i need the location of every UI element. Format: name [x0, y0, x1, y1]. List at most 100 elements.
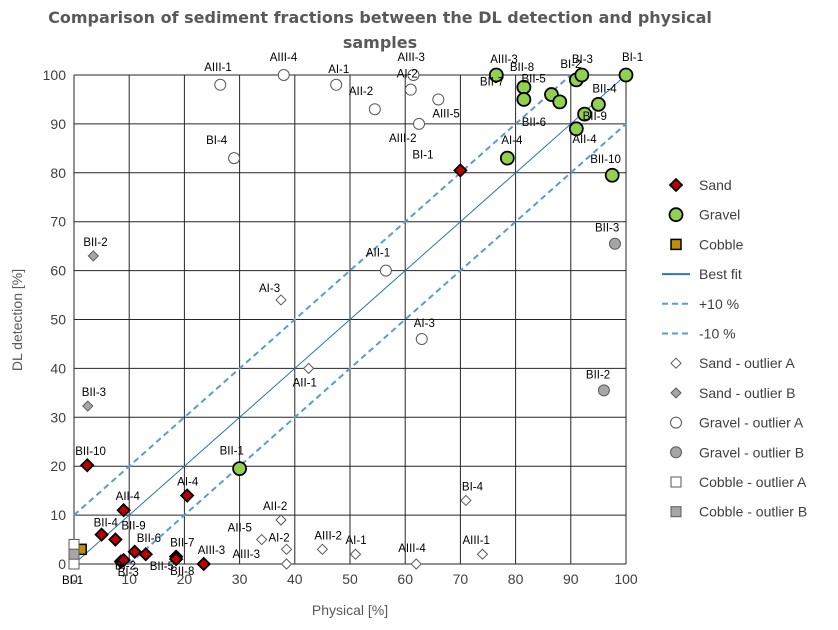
gravel-point — [577, 106, 592, 122]
grid — [73, 74, 627, 565]
sand-outlier-a-point — [275, 294, 287, 306]
x-tick-label: 50 — [342, 571, 358, 587]
y-tick-label: 40 — [50, 360, 66, 376]
legend-gravel-b-swatch — [670, 446, 682, 459]
chart-title-line-1: Comparison of sediment fractions between… — [48, 8, 712, 27]
axis-ticks: 0 10 20 30 40 50 60 70 80 90 100 0 10 20 30 40 50 60 70 80 9… — [43, 67, 638, 587]
gravel-outlier-a-point — [432, 93, 445, 106]
y-tick-label: 100 — [43, 67, 67, 83]
point-label: BII-8 — [170, 566, 194, 578]
legend-sand-b-swatch — [670, 387, 682, 399]
gravel-outlier-a-point — [368, 103, 381, 116]
reference-lines — [73, 74, 627, 565]
sand-outlier-a-point — [280, 558, 293, 570]
gravel-point — [516, 92, 532, 107]
gravel-outlier-a-point — [404, 83, 417, 96]
point-label: AII-1 — [293, 377, 317, 389]
sand-point — [79, 457, 95, 473]
gravel-point — [574, 67, 590, 83]
point-label: BII-1 — [220, 446, 244, 458]
y-tick-label: 90 — [50, 116, 66, 132]
point-label: BII-9 — [121, 521, 145, 533]
legend-cobble-label: Cobble — [699, 236, 744, 252]
x-tick-label: 100 — [614, 571, 638, 587]
point-label: BII-8 — [510, 62, 534, 74]
chart-title-line-2: samples — [343, 33, 417, 52]
point-label: BI-3 — [572, 54, 593, 66]
x-tick-label: 30 — [232, 571, 248, 587]
sand-point — [196, 556, 211, 572]
legend: Sand Gravel Cobble Best fit +10 % -10 % Sand -… — [662, 177, 807, 520]
point-label: AIII-2 — [314, 530, 341, 542]
point-label: BII-4 — [592, 83, 617, 95]
cobble-outlier-a-point — [68, 538, 80, 550]
y-tick-label: 10 — [50, 507, 66, 523]
sand-point — [138, 546, 154, 562]
point-label: AIII-3 — [397, 52, 424, 64]
point-label: BII-7 — [170, 538, 194, 550]
x-axis-title: Physical [%] — [312, 602, 388, 618]
point-label: AI-2 — [269, 532, 290, 544]
gravel-outlier-a-point — [228, 152, 241, 165]
y-tick-label: 0 — [58, 556, 66, 572]
legend-cobble-swatch — [670, 238, 682, 251]
y-tick-label: 70 — [50, 214, 66, 230]
gravel-point — [488, 67, 504, 83]
sand-outlier-b-point — [87, 250, 100, 262]
gravel-outlier-a-point — [214, 78, 227, 91]
legend-sand-swatch — [668, 177, 684, 193]
point-label: BII-3 — [82, 387, 106, 399]
point-label: AI-3 — [259, 283, 280, 295]
point-label: BII-3 — [595, 223, 619, 235]
point-label: BII-10 — [75, 446, 106, 458]
point-label: BI-1 — [622, 52, 643, 64]
sand-point — [94, 527, 109, 542]
point-label: BI-2 — [115, 561, 136, 573]
legend-gravel-label: Gravel — [699, 207, 740, 223]
gravel-point — [499, 150, 515, 166]
gravel-point — [552, 94, 568, 110]
point-label: BII-6 — [522, 117, 546, 129]
y-tick-label: 50 — [50, 312, 66, 328]
sand-point — [127, 544, 142, 560]
gravel-point — [568, 121, 584, 137]
gravel-outlier-a-point — [415, 333, 428, 346]
point-label: BI-1 — [412, 149, 433, 161]
point-label: AII-4 — [116, 491, 141, 503]
gravel-point — [618, 67, 634, 83]
data-points — [68, 67, 634, 572]
point-label: AIII-4 — [398, 543, 426, 555]
x-tick-label: 70 — [453, 571, 469, 587]
y-tick-label: 20 — [50, 458, 66, 474]
legend-sand-b-label: Sand - outlier B — [699, 385, 796, 401]
x-tick-label: 40 — [287, 571, 303, 587]
point-label: BII-5 — [521, 74, 545, 86]
point-label: AI-4 — [177, 477, 199, 489]
point-label: AIII-5 — [432, 108, 459, 120]
point-label: BII-2 — [586, 369, 610, 381]
sand-outlier-a-point — [410, 558, 422, 570]
point-label: BI-2 — [560, 59, 581, 71]
sand-point — [108, 532, 123, 547]
legend-cobble-b-swatch — [670, 506, 682, 518]
point-label: BI-3 — [118, 567, 139, 579]
legend-best-fit-label: Best fit — [699, 266, 742, 282]
point-label: BII-4 — [94, 518, 119, 530]
point-label: AI-1 — [328, 64, 349, 76]
legend-gravel-a-label: Gravel - outlier A — [699, 415, 804, 431]
point-label: AI-2 — [397, 69, 418, 81]
gravel-outlier-b-point — [608, 237, 621, 250]
point-label: BII-5 — [150, 561, 174, 573]
point-label: AII-4 — [572, 134, 597, 146]
legend-cobble-b-label: Cobble - outlier B — [699, 504, 807, 520]
point-label: AIII-1 — [204, 62, 231, 74]
point-label: AIII-3 — [233, 549, 260, 561]
point-label: AIII-3 — [490, 54, 517, 66]
sand-outlier-a-point — [460, 494, 472, 507]
legend-gravel-a-swatch — [670, 416, 682, 429]
point-label: BII-10 — [590, 154, 621, 166]
point-label: AIII-3 — [198, 545, 225, 557]
x-tick-label: 0 — [70, 571, 78, 587]
gravel-outlier-a-point — [413, 117, 425, 130]
